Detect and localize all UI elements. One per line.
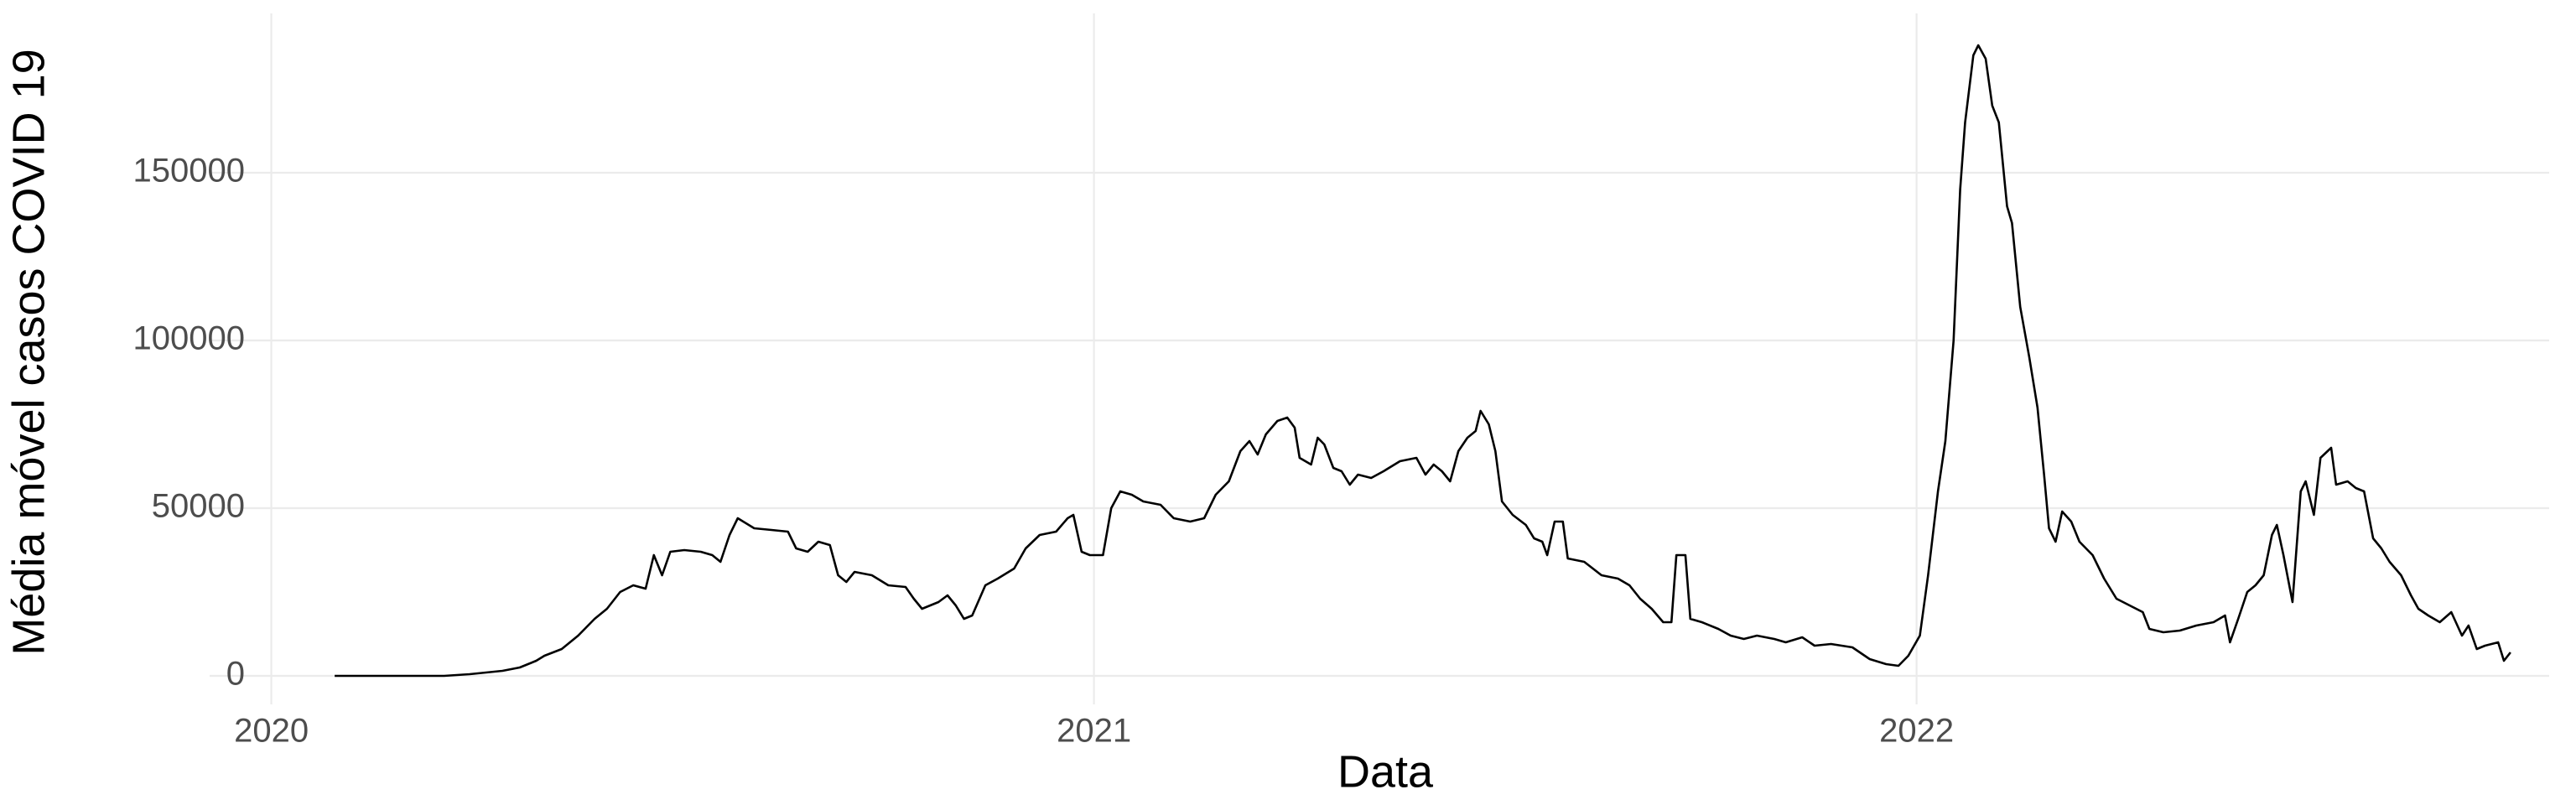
y-tick-label: 100000: [133, 320, 245, 357]
grid: [210, 13, 2549, 704]
data-line: [335, 44, 2511, 678]
x-tick-label: 2021: [1057, 713, 1131, 750]
y-tick-label: 150000: [133, 153, 245, 190]
x-tick-label: 2022: [1879, 713, 1954, 750]
x-axis-title: Data: [1337, 746, 1434, 797]
x-tick-label: 2020: [234, 713, 309, 750]
y-tick-label: 0: [226, 656, 245, 693]
y-tick-label: 50000: [152, 488, 245, 525]
y-axis-title: Média móvel casos COVID 19: [3, 49, 54, 655]
